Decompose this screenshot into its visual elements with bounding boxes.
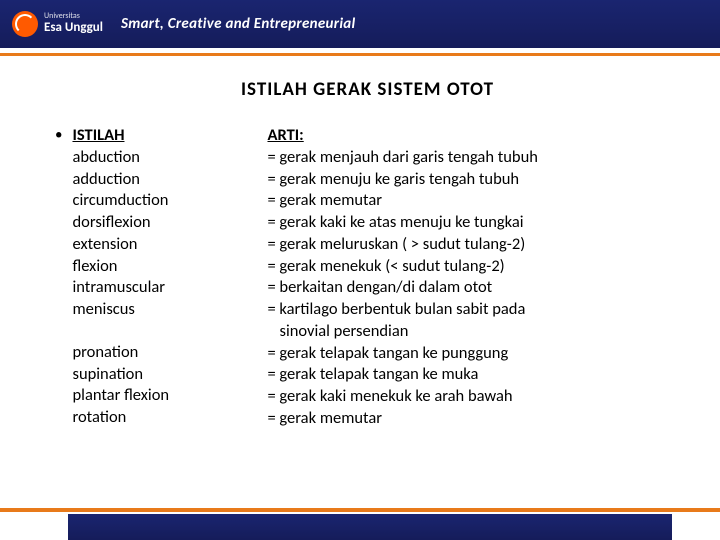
definitions-column: ARTI: = gerak menjauh dari garis tengah … xyxy=(267,125,537,430)
term: meniscus xyxy=(72,299,257,321)
tagline: Smart, Creative and Entrepreneurial xyxy=(121,15,356,33)
term: plantar flexion xyxy=(72,385,257,407)
term: supination xyxy=(72,364,257,386)
definition: = gerak meluruskan ( > sudut tulang-2) xyxy=(267,234,537,256)
definition: = gerak kaki ke atas menuju ke tungkai xyxy=(267,212,537,234)
term: pronation xyxy=(72,342,257,364)
term: circumduction xyxy=(72,190,257,212)
right-header: ARTI: xyxy=(267,125,537,147)
definition: = berkaitan dengan/di dalam otot xyxy=(267,277,537,299)
logo-text: Universitas Esa Unggul xyxy=(44,12,103,35)
slide-content: ISTILAH GERAK SISTEM OTOT • ISTILAH abdu… xyxy=(0,48,720,440)
definition: = gerak memutar xyxy=(267,408,537,430)
definition: = gerak telapak tangan ke punggung xyxy=(267,343,537,365)
terms-column: ISTILAH abduction adduction circumductio… xyxy=(72,125,257,430)
definition: = gerak kaki menekuk ke arah bawah xyxy=(267,386,537,408)
two-column-list: ISTILAH abduction adduction circumductio… xyxy=(72,125,537,430)
term: flexion xyxy=(72,256,257,278)
left-header: ISTILAH xyxy=(72,125,257,147)
slide-title: ISTILAH GERAK SISTEM OTOT xyxy=(55,78,680,101)
definition: = gerak telapak tangan ke muka xyxy=(267,364,537,386)
footer-bar xyxy=(68,514,672,540)
definition: = kartilago berbentuk bulan sabit pada xyxy=(267,299,537,321)
definition: = gerak menekuk (< sudut tulang-2) xyxy=(267,256,537,278)
footer-divider xyxy=(0,508,720,512)
term: extension xyxy=(72,234,257,256)
term: intramuscular xyxy=(72,277,257,299)
bullet-icon: • xyxy=(55,126,62,144)
definition: = gerak memutar xyxy=(267,190,537,212)
definition: = gerak menuju ke garis tengah tubuh xyxy=(267,169,537,191)
term: abduction xyxy=(72,147,257,169)
term: adduction xyxy=(72,169,257,191)
logo-icon xyxy=(12,11,38,37)
logo-line2: Esa Unggul xyxy=(44,21,103,35)
definition-continuation: sinovial persendian xyxy=(267,321,537,343)
term: dorsiflexion xyxy=(72,212,257,234)
header-bar: Universitas Esa Unggul Smart, Creative a… xyxy=(0,0,720,48)
header-divider xyxy=(0,53,720,56)
term: rotation xyxy=(72,407,257,429)
definition: = gerak menjauh dari garis tengah tubuh xyxy=(267,147,537,169)
logo-line1: Universitas xyxy=(44,12,103,21)
